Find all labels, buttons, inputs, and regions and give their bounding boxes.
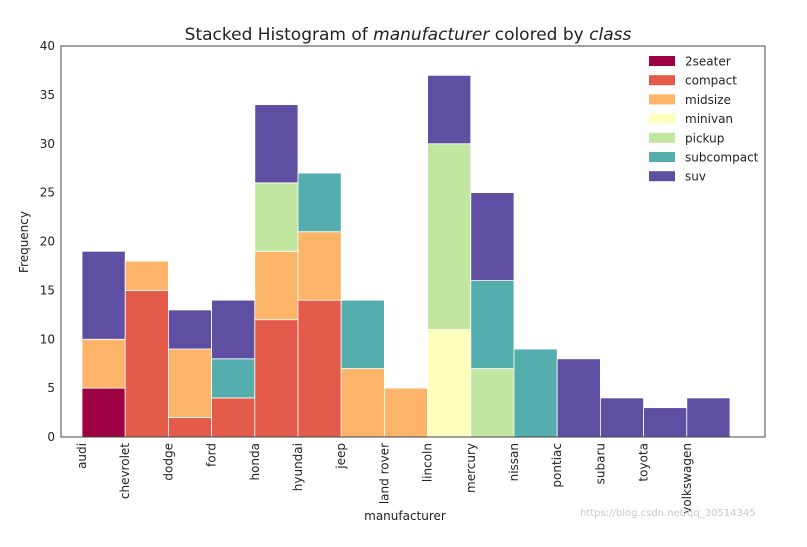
bar-mercury-pickup — [470, 368, 515, 438]
bar-audi-suv — [81, 250, 126, 340]
x-tick-label: chevrolet — [118, 443, 132, 499]
chart-title: Stacked Histogram of manufacturer colore… — [185, 25, 632, 45]
bar-subaru-suv — [600, 397, 645, 438]
bar-honda-midsize — [254, 250, 299, 321]
legend-swatch-compact — [649, 75, 675, 86]
x-tick-label: dodge — [161, 443, 175, 481]
legend-label-midsize: midsize — [685, 93, 731, 107]
legend: 2seater compact midsize minivan pickup subcom… — [649, 55, 759, 184]
bar-hyundai-subcompact — [297, 172, 342, 233]
y-tick-label: 35 — [40, 88, 55, 102]
legend-label-subcompact: subcompact — [685, 151, 759, 165]
bar-hyundai-midsize — [297, 231, 342, 301]
x-tick-label: jeep — [334, 443, 348, 470]
x-tick-label: lincoln — [421, 443, 435, 482]
y-axis-label: Frequency — [17, 211, 31, 273]
bar-lincoln-suv — [427, 74, 472, 145]
x-tick-label: pontiac — [550, 443, 564, 488]
x-tick-label: honda — [248, 443, 262, 481]
bar-honda-compact — [254, 319, 299, 438]
bar-ford-subcompact — [211, 358, 256, 399]
legend-swatch-midsize — [649, 94, 675, 105]
x-tick-label: land rover — [377, 443, 391, 504]
bar-land-rover-midsize — [383, 387, 428, 438]
legend-label-2seater: 2seater — [685, 55, 731, 69]
legend-label-suv: suv — [685, 170, 706, 184]
y-tick-label: 0 — [47, 430, 55, 444]
bar-nissan-subcompact — [513, 348, 558, 438]
bar-mercury-subcompact — [470, 280, 515, 369]
bar-honda-suv — [254, 104, 299, 184]
y-tick-label: 40 — [40, 39, 55, 53]
bar-jeep-midsize — [340, 368, 385, 438]
x-tick-label: volkswagen — [680, 443, 694, 514]
y-tick-label: 25 — [40, 186, 55, 200]
bar-dodge-midsize — [167, 348, 212, 418]
legend-label-minivan: minivan — [685, 112, 733, 126]
bar-chevrolet-midsize — [124, 260, 169, 291]
bar-lincoln-pickup — [427, 143, 472, 330]
plot-frame — [60, 45, 766, 438]
x-axis-label: manufacturer — [364, 509, 446, 523]
bar-dodge-suv — [167, 309, 212, 350]
legend-label-compact: compact — [685, 74, 737, 88]
bar-dodge-compact — [167, 417, 212, 438]
axes-layer: 0 5 10 15 20 25 30 35 40 audi chevrolet dodge ford ho… — [40, 39, 766, 514]
legend-swatch-pickup — [649, 132, 675, 143]
bar-mercury-suv — [470, 192, 515, 281]
x-tick-label: hyundai — [291, 443, 305, 491]
legend-swatch-subcompact — [649, 152, 675, 162]
legend-swatch-2seater — [649, 56, 675, 66]
watermark: https://blog.csdn.net/qq_30514345 — [580, 508, 756, 519]
bar-audi-midsize — [81, 338, 126, 389]
x-tick-label: ford — [205, 443, 219, 467]
bar-pontiac-suv — [556, 358, 601, 438]
bar-hyundai-compact — [297, 299, 342, 438]
bar-toyota-suv — [643, 407, 688, 438]
legend-swatch-minivan — [649, 113, 675, 124]
bar-volkswagen-suv — [686, 397, 731, 438]
bar-honda-pickup — [254, 182, 299, 252]
y-tick-label: 20 — [40, 235, 55, 249]
bar-lincoln-minivan — [427, 329, 472, 438]
x-tick-label: audi — [75, 443, 89, 469]
bar-ford-suv — [211, 299, 256, 360]
y-tick-label: 30 — [40, 137, 55, 151]
bars-layer — [81, 74, 731, 438]
bar-chevrolet-compact — [124, 289, 169, 438]
legend-swatch-suv — [649, 171, 675, 182]
x-tick-label: subaru — [593, 443, 607, 484]
y-tick-label: 10 — [40, 332, 55, 346]
bar-ford-compact — [211, 397, 256, 438]
x-tick-label: mercury — [464, 443, 478, 493]
y-tick-label: 5 — [47, 381, 55, 395]
legend-label-pickup: pickup — [685, 131, 724, 145]
x-tick-label: nissan — [507, 443, 521, 481]
bar-audi-2seater — [81, 387, 126, 438]
x-tick-label: toyota — [637, 443, 651, 482]
y-tick-label: 15 — [40, 283, 55, 297]
bar-jeep-subcompact — [340, 299, 385, 369]
